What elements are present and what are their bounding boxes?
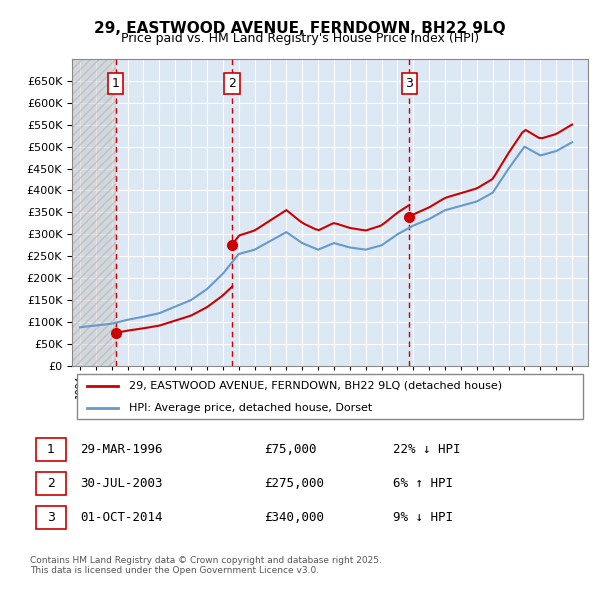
Text: 6% ↑ HPI: 6% ↑ HPI: [392, 477, 453, 490]
Text: 2: 2: [228, 77, 236, 90]
Text: 3: 3: [47, 511, 55, 524]
Text: HPI: Average price, detached house, Dorset: HPI: Average price, detached house, Dors…: [129, 403, 372, 413]
Text: £275,000: £275,000: [265, 477, 325, 490]
FancyBboxPatch shape: [35, 472, 66, 495]
Text: 30-JUL-2003: 30-JUL-2003: [80, 477, 163, 490]
Text: 29, EASTWOOD AVENUE, FERNDOWN, BH22 9LQ: 29, EASTWOOD AVENUE, FERNDOWN, BH22 9LQ: [94, 21, 506, 35]
Text: 01-OCT-2014: 01-OCT-2014: [80, 511, 163, 524]
FancyBboxPatch shape: [77, 374, 583, 419]
Text: £340,000: £340,000: [265, 511, 325, 524]
FancyBboxPatch shape: [35, 506, 66, 529]
Text: Price paid vs. HM Land Registry's House Price Index (HPI): Price paid vs. HM Land Registry's House …: [121, 32, 479, 45]
Text: 29, EASTWOOD AVENUE, FERNDOWN, BH22 9LQ (detached house): 29, EASTWOOD AVENUE, FERNDOWN, BH22 9LQ …: [129, 381, 502, 391]
Text: 1: 1: [112, 77, 119, 90]
Text: Contains HM Land Registry data © Crown copyright and database right 2025.
This d: Contains HM Land Registry data © Crown c…: [30, 556, 382, 575]
FancyBboxPatch shape: [35, 438, 66, 461]
Text: 9% ↓ HPI: 9% ↓ HPI: [392, 511, 453, 524]
Text: 3: 3: [406, 77, 413, 90]
Text: 2: 2: [47, 477, 55, 490]
Text: 22% ↓ HPI: 22% ↓ HPI: [392, 443, 460, 456]
Text: 1: 1: [47, 443, 55, 456]
Text: 29-MAR-1996: 29-MAR-1996: [80, 443, 163, 456]
Text: £75,000: £75,000: [265, 443, 317, 456]
